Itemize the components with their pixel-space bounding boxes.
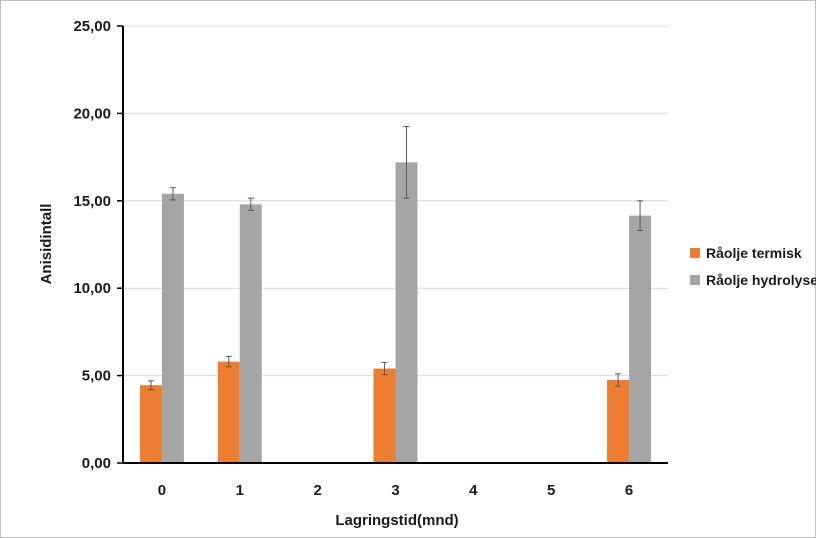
y-tick-label: 5,00 (82, 368, 111, 385)
x-tick-label: 3 (391, 482, 399, 499)
x-tick-labels: 0 1 2 3 4 5 6 (158, 482, 633, 499)
bar-hydrolyse (161, 193, 184, 464)
y-tick-label: 15,00 (73, 193, 111, 210)
bar-termisk (217, 361, 240, 463)
bar-termisk (373, 368, 396, 463)
y-tick-label: 10,00 (73, 280, 111, 297)
bar-termisk (139, 385, 162, 463)
y-tick-label: 0,00 (82, 455, 111, 472)
bar-termisk (607, 379, 630, 463)
legend-label: Råolje termisk (706, 245, 802, 261)
legend-label: Råolje hydrolyse (706, 272, 816, 288)
bar-hydrolyse (239, 204, 262, 463)
y-tick-label: 20,00 (73, 105, 111, 122)
legend-swatch (690, 248, 700, 258)
x-tick-label: 5 (547, 482, 555, 499)
legend: Råolje termisk Råolje hydrolyse (690, 245, 816, 288)
y-axis-title: Anisidintall (38, 204, 55, 285)
y-tick-labels: 0,00 5,00 10,00 15,00 20,00 25,00 (73, 18, 111, 472)
x-axis-title: Lagringstid(mnd) (335, 512, 458, 529)
error-bars (147, 126, 644, 391)
x-tick-label: 1 (236, 482, 244, 499)
bar-hydrolyse (629, 215, 652, 463)
x-tick-label: 6 (625, 482, 633, 499)
x-tick-label: 0 (158, 482, 166, 499)
x-tick-label: 2 (313, 482, 321, 499)
legend-swatch (690, 275, 700, 285)
y-tick-label: 25,00 (73, 18, 111, 35)
x-tick-label: 4 (469, 482, 478, 499)
bar-hydrolyse (395, 162, 418, 463)
bars (139, 162, 652, 464)
